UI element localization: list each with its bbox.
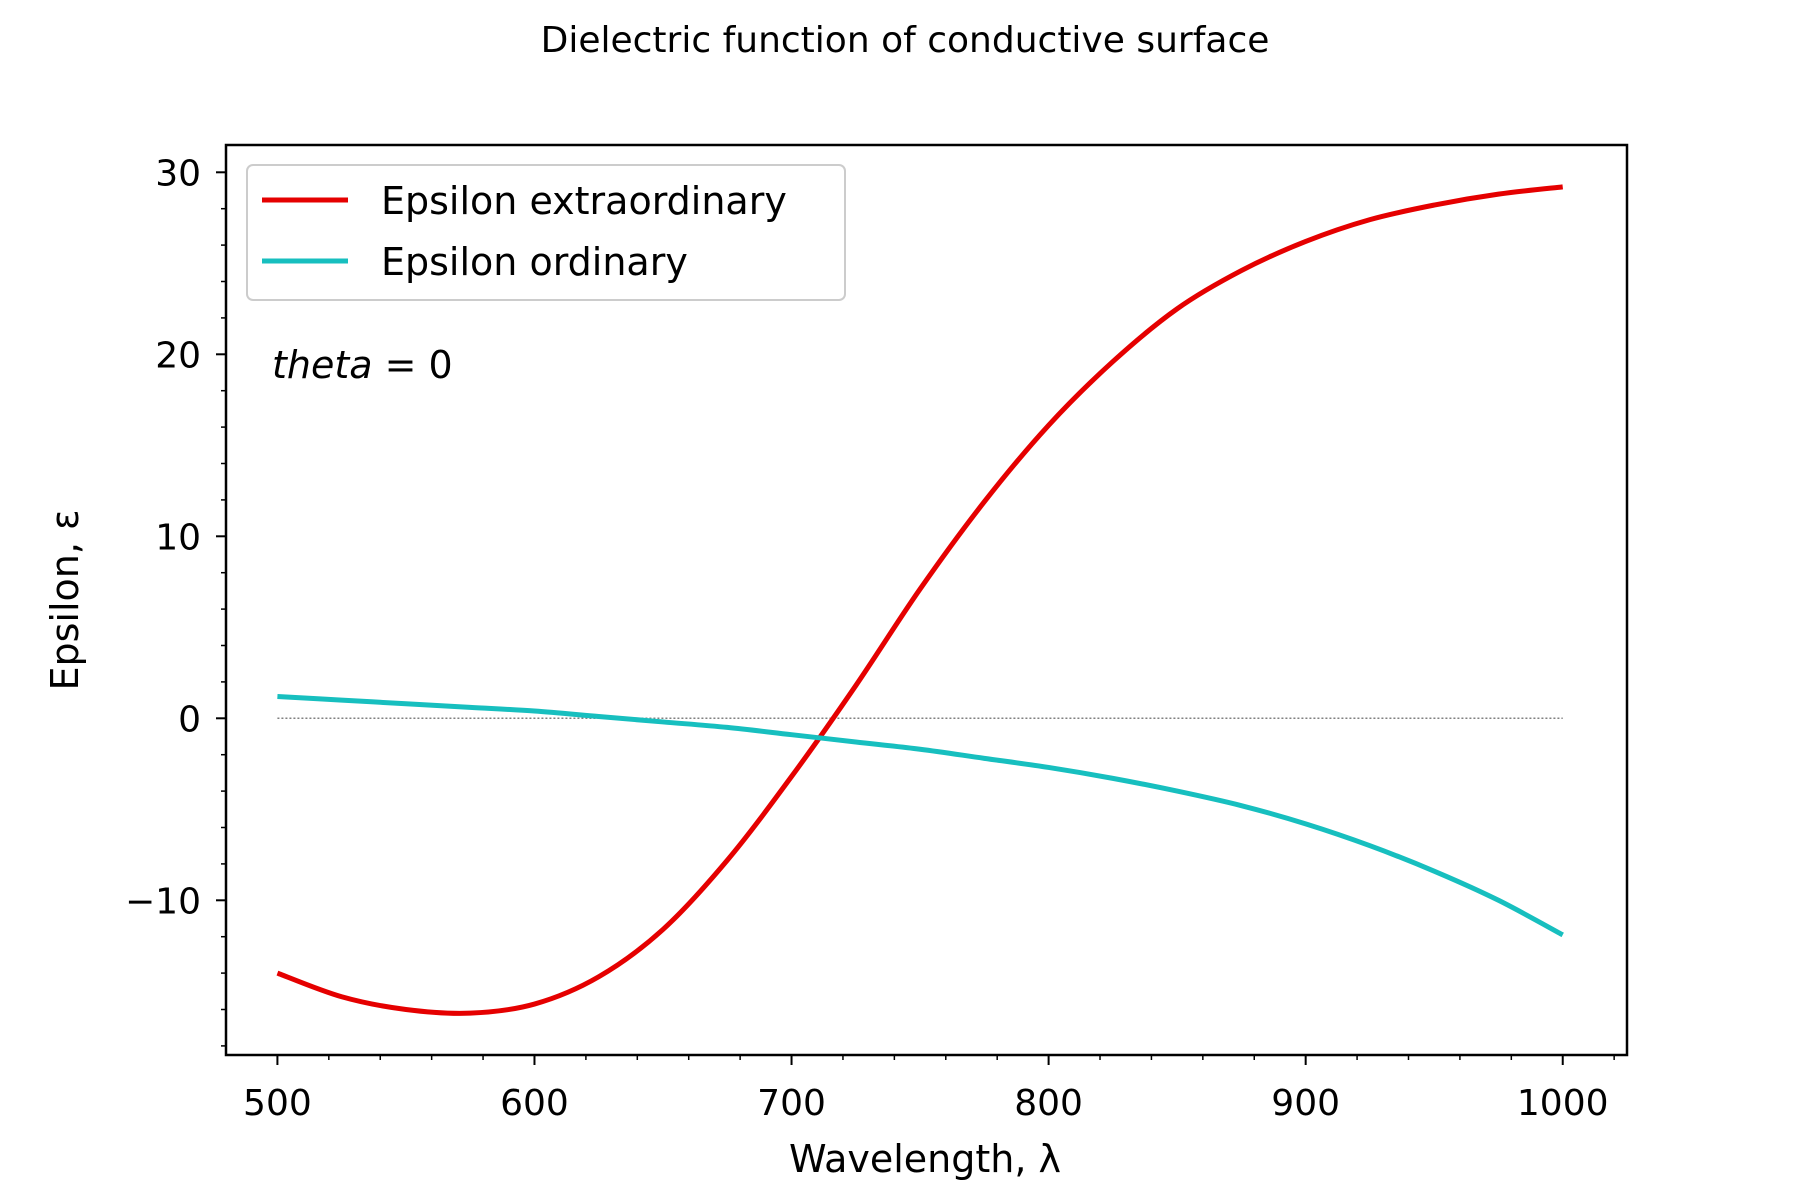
y-tick-label: 30 xyxy=(155,153,201,194)
x-axis: 500 600 700 800 900 1000 xyxy=(243,1055,1615,1124)
theta-annotation: theta = 0 xyxy=(272,343,453,387)
series-line-epsilon-ordinary xyxy=(277,693,1564,938)
legend-box xyxy=(246,164,846,301)
y-tick-label: 10 xyxy=(155,517,201,558)
series-line-epsilon-extraordinary xyxy=(276,184,1564,1016)
annotation-variable: theta xyxy=(272,343,373,387)
annotation-value: = 0 xyxy=(373,343,453,387)
y-tick-label: −10 xyxy=(125,881,201,922)
x-tick-label: 500 xyxy=(243,1083,312,1124)
plot-area-frame xyxy=(224,143,1629,1057)
x-tick-label: 700 xyxy=(757,1083,826,1124)
y-tick-label: 20 xyxy=(155,335,201,376)
y-axis: −10 0 10 20 30 xyxy=(125,153,226,1047)
x-tick-label: 600 xyxy=(500,1083,569,1124)
legend-label-extraordinary: Epsilon extraordinary xyxy=(381,179,787,223)
y-axis-label: Epsilon, ε xyxy=(43,509,87,690)
y-tick-label: 0 xyxy=(178,699,201,740)
legend: Epsilon extraordinary Epsilon ordinary xyxy=(246,164,846,301)
x-axis-label: Wavelength, λ xyxy=(789,1137,1061,1181)
series-layer xyxy=(276,184,1564,1016)
chart-title: Dielectric function of conductive surfac… xyxy=(541,20,1270,61)
x-tick-label: 800 xyxy=(1014,1083,1083,1124)
legend-label-ordinary: Epsilon ordinary xyxy=(381,240,688,284)
x-tick-label: 1000 xyxy=(1517,1083,1609,1124)
x-tick-label: 900 xyxy=(1271,1083,1340,1124)
